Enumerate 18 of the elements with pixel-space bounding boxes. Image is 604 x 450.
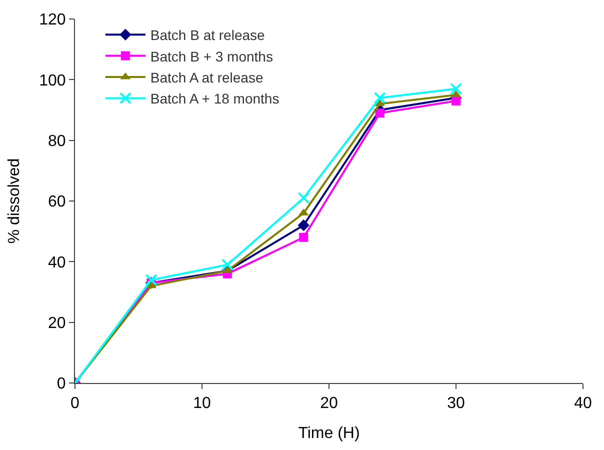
y-axis-title: % dissolved bbox=[6, 158, 23, 244]
y-tick-label: 60 bbox=[48, 194, 66, 211]
y-tick-label: 0 bbox=[56, 376, 66, 393]
legend-label: Batch A + 18 months bbox=[150, 90, 280, 107]
legend-label: Batch B at release bbox=[150, 27, 266, 44]
y-tick-label: 100 bbox=[39, 72, 66, 90]
y-tick-label: 40 bbox=[48, 254, 66, 272]
x-axis-title: Time (H) bbox=[298, 424, 360, 442]
x-tick-label: 10 bbox=[193, 395, 211, 412]
x-tick-label: 20 bbox=[320, 395, 338, 412]
legend-label: Batch B + 3 months bbox=[150, 48, 273, 64]
x-tick-label: 40 bbox=[574, 395, 592, 412]
x-tick-label: 0 bbox=[70, 395, 80, 412]
y-tick-label: 80 bbox=[48, 132, 66, 150]
legend-label: Batch A at release bbox=[150, 69, 264, 86]
y-tick-label: 120 bbox=[39, 12, 66, 29]
x-tick-label: 30 bbox=[447, 395, 465, 412]
y-tick-label: 20 bbox=[48, 314, 66, 332]
